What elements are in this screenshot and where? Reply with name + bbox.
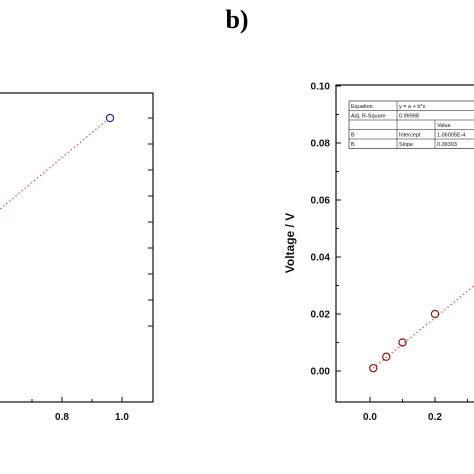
fit-table-cell: Value	[437, 123, 451, 129]
panel-b-data-point	[430, 309, 440, 319]
panel-b-data-point	[382, 352, 391, 361]
panel-a-data-point	[105, 113, 115, 123]
panel-a-x-tick-label: 1.0	[115, 412, 129, 423]
fit-table-cell: Adj. R-Square	[351, 114, 386, 120]
fit-table-cell: B	[351, 142, 355, 148]
panel-b-y-tick-label: 0.04	[311, 253, 331, 264]
fit-table-cell: 0.99998	[399, 114, 419, 120]
panel-b-y-tick-label: 0.08	[311, 139, 331, 150]
panel-b-y-tick-label: 0.02	[311, 310, 331, 321]
panel-a-ticks: 0.8 1.0	[31, 117, 153, 423]
fit-table-cell: 0.09303	[437, 142, 457, 148]
panel-b-x-tick-label: 0.0	[363, 412, 377, 423]
fit-table-border	[348, 100, 474, 149]
fit-table-cell: Equation	[351, 104, 373, 110]
panel-a-x-tick-label: 0.8	[55, 412, 69, 423]
fit-table-cell: B	[351, 133, 355, 139]
panel-a-marks	[0, 113, 115, 210]
panel-b-ticks: 0.00 0.02 0.04 0.06 0.08 0.10 0.0 0.2	[311, 82, 468, 423]
panel-b-x-tick-label: 0.2	[428, 412, 442, 423]
panel-b-y-tick-label: 0.00	[311, 367, 331, 378]
panel-a-fit-line	[0, 120, 107, 210]
fit-table-cell: y = a + b*x	[399, 104, 426, 110]
panel-label-b: b)	[225, 5, 248, 34]
panel-b-plot-frame	[335, 84, 474, 403]
panel-a-plot-frame	[0, 92, 154, 403]
fit-table-cell: Intercept	[399, 133, 421, 139]
panel-b-y-tick-label: 0.10	[311, 82, 331, 93]
panel-b-y-axis-title: Voltage / V	[283, 213, 297, 273]
fit-results-table: Equation y = a + b*x Adj. R-Square 0.99998 V…	[348, 100, 474, 149]
panel-b-y-tick-label: 0.06	[311, 196, 331, 207]
panel-b-marks	[369, 285, 474, 373]
panel-b-data-point	[369, 363, 378, 373]
fit-table-cell: Slope	[399, 142, 413, 148]
fit-table-cell: 1.06005E-4	[437, 133, 465, 139]
panel-b-data-point	[398, 338, 407, 347]
panel-b-fit-line	[369, 285, 474, 372]
